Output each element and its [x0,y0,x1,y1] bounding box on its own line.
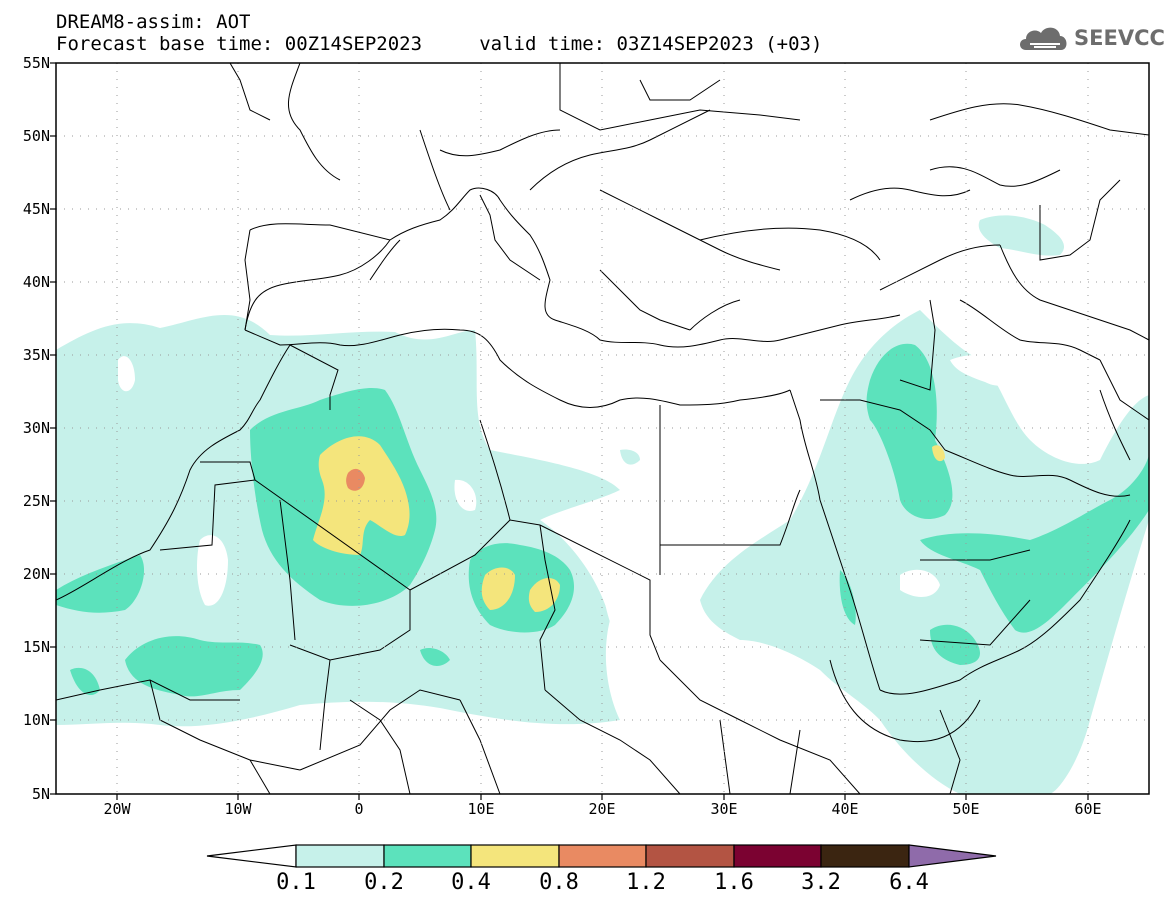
lon-label: 10E [467,800,495,818]
lon-label: 20W [103,800,131,818]
cloud-icon [1020,27,1067,50]
aot-0.8-layer [346,468,365,491]
lat-label: 45N [22,200,50,218]
aot-0.4-layer [313,436,945,612]
colorbar-label: 6.4 [889,870,929,895]
colorbar-label: 0.1 [276,870,316,895]
lat-label: 35N [22,346,50,364]
lon-label: 50E [952,800,980,818]
lon-label: 0 [354,800,364,818]
axis-ticks [50,62,1089,800]
lon-label: 10W [224,800,252,818]
lat-label: 30N [22,419,50,437]
lon-label: 40E [831,800,859,818]
lat-label: 40N [22,273,50,291]
lon-label: 30E [710,800,738,818]
colorbar-label: 0.2 [364,870,404,895]
colorbar-label: 1.2 [626,870,666,895]
country-borders [56,63,1149,794]
lat-label: 25N [22,492,50,510]
lat-label: 20N [22,565,50,583]
colorbar-label: 1.6 [714,870,754,895]
lat-label: 5N [31,785,50,803]
forecast-time-line: Forecast base time: 00Z14SEP2023 valid t… [56,33,823,55]
aot-clear-patches [118,354,1022,650]
lon-label: 20E [588,800,616,818]
lon-label: 60E [1074,800,1102,818]
aot-0.1-layer [56,215,1149,794]
colorbar-label: 3.2 [801,870,841,895]
lat-label: 50N [22,127,50,145]
colorbar-label: 0.4 [451,870,491,895]
logo-text: SEEVCCC [1074,26,1165,50]
seevccc-logo: SEEVCCC [1016,22,1165,56]
colorbar-label: 0.8 [539,870,579,895]
map-title: DREAM8-assim: AOT [56,11,251,33]
lat-label: 15N [22,638,50,656]
lat-label: 10N [22,711,50,729]
lat-label: 55N [22,54,50,72]
